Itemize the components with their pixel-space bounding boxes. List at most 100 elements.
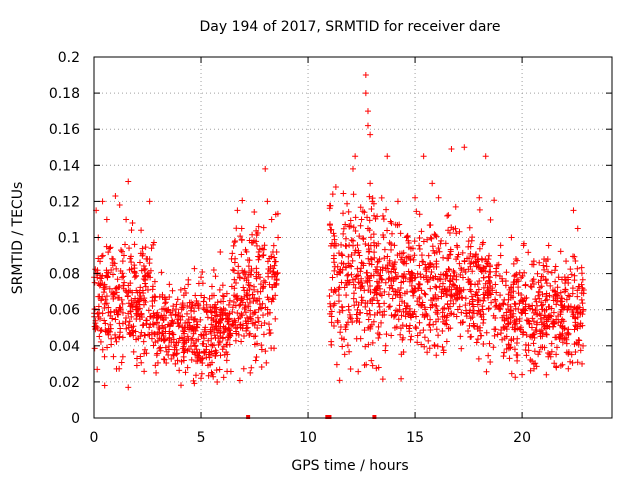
data-point <box>427 234 434 241</box>
data-point <box>356 233 363 240</box>
data-point <box>132 328 139 335</box>
data-point <box>492 281 499 288</box>
data-point <box>352 227 359 234</box>
data-point <box>515 284 522 291</box>
data-point <box>220 374 227 381</box>
data-point <box>335 298 342 305</box>
y-tick-label: 0 <box>71 411 80 427</box>
data-point <box>383 331 390 338</box>
data-point <box>264 310 271 317</box>
data-point <box>548 269 555 276</box>
data-point <box>120 282 127 289</box>
data-point <box>425 252 432 259</box>
data-point <box>120 273 127 280</box>
data-point <box>131 241 138 248</box>
data-point <box>130 323 137 330</box>
data-point <box>368 357 375 364</box>
data-point <box>179 313 186 320</box>
data-point <box>141 295 148 302</box>
data-point <box>117 325 124 332</box>
data-point <box>369 198 376 205</box>
data-point <box>178 382 185 389</box>
data-point <box>543 263 550 270</box>
data-point <box>120 285 127 292</box>
data-point <box>96 293 103 300</box>
data-point <box>529 306 536 313</box>
data-point <box>473 263 480 270</box>
data-point <box>119 309 126 316</box>
data-point <box>274 269 281 276</box>
data-point <box>217 333 224 340</box>
data-point <box>480 316 487 323</box>
data-point <box>345 271 352 278</box>
data-point <box>382 347 389 354</box>
data-point <box>113 338 120 345</box>
data-point <box>137 353 144 360</box>
data-point <box>427 285 434 292</box>
data-point <box>366 193 373 200</box>
data-point <box>379 267 386 274</box>
data-point <box>335 292 342 299</box>
data-point <box>469 296 476 303</box>
data-point <box>358 275 365 282</box>
data-point <box>359 297 366 304</box>
data-point <box>361 327 368 334</box>
data-point <box>242 309 249 316</box>
data-point <box>195 302 202 309</box>
data-point <box>242 246 249 253</box>
data-point <box>225 301 232 308</box>
data-point <box>246 331 253 338</box>
data-point <box>542 297 549 304</box>
data-point <box>558 295 565 302</box>
x-axis-label: GPS time / hours <box>291 458 408 474</box>
data-point <box>532 296 539 303</box>
data-point <box>101 382 108 389</box>
data-point <box>416 246 423 253</box>
data-point <box>376 303 383 310</box>
data-point <box>94 366 101 373</box>
data-point <box>258 305 265 312</box>
data-point <box>398 351 405 358</box>
data-point <box>223 290 230 297</box>
data-point <box>112 316 119 323</box>
data-point <box>246 299 253 306</box>
data-point <box>127 287 134 294</box>
data-point <box>352 284 359 291</box>
data-point <box>376 272 383 279</box>
data-point <box>488 299 495 306</box>
data-point <box>158 312 165 319</box>
data-point <box>456 303 463 310</box>
data-point <box>553 301 560 308</box>
data-point <box>198 370 205 377</box>
data-point <box>120 252 127 259</box>
data-point <box>499 278 506 285</box>
data-point <box>371 212 378 219</box>
data-point <box>133 273 140 280</box>
data-point <box>395 316 402 323</box>
data-point <box>500 323 507 330</box>
data-point <box>154 359 161 366</box>
data-point <box>503 333 510 340</box>
data-point <box>529 315 536 322</box>
data-point <box>435 245 442 252</box>
data-point <box>482 256 489 263</box>
data-point <box>110 353 117 360</box>
data-point <box>470 303 477 310</box>
data-point <box>247 315 254 322</box>
data-point <box>348 263 355 270</box>
data-point <box>522 282 529 289</box>
data-point <box>427 222 434 229</box>
data-point <box>328 226 335 233</box>
data-point <box>147 313 154 320</box>
data-point <box>375 240 382 247</box>
data-point <box>238 295 245 302</box>
data-point <box>453 273 460 280</box>
data-point <box>416 281 423 288</box>
data-point <box>260 331 267 338</box>
data-point <box>175 309 182 316</box>
data-point <box>482 268 489 275</box>
data-point <box>240 269 247 276</box>
data-point <box>466 224 473 231</box>
data-point <box>330 302 337 309</box>
data-point <box>101 353 108 360</box>
